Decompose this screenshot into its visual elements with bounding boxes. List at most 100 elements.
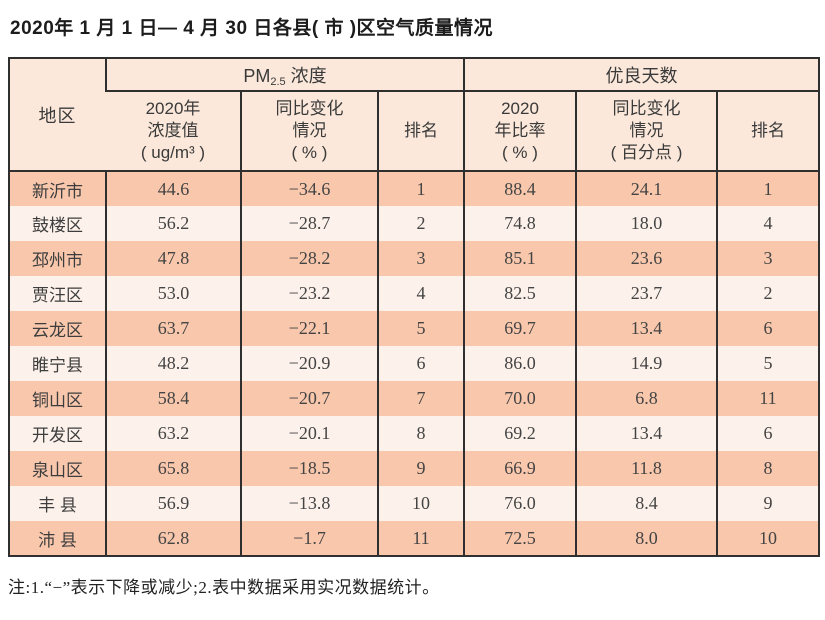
good-rate-cell: 66.9: [463, 451, 576, 486]
good-rank-cell: 8: [715, 451, 820, 486]
pm-value-cell: 56.9: [105, 486, 241, 521]
pm-value-column-header: 2020年 浓度值 ( ug/m³ ): [106, 91, 241, 172]
good-rank-cell: 10: [715, 521, 820, 556]
pm-change-cell: −20.7: [240, 381, 378, 416]
pm-change-cell: −20.1: [240, 416, 378, 451]
pm-value-cell: 56.2: [105, 206, 241, 241]
pm-rank-cell: 6: [377, 346, 464, 381]
good-rate-cell: 82.5: [463, 276, 576, 311]
good-change-cell: 23.6: [575, 241, 717, 276]
good-rank-cell: 3: [715, 241, 820, 276]
pm-change-cell: −28.7: [240, 206, 378, 241]
region-cell: 云龙区: [9, 311, 106, 346]
table-body: 新沂市 44.6 −34.6 1 88.4 24.1 1 鼓楼区 56.2 −2…: [9, 171, 820, 556]
pm-change-cell: −34.6: [240, 171, 378, 206]
good-rate-cell: 85.1: [463, 241, 576, 276]
pm-change-cell: −13.8: [240, 486, 378, 521]
region-cell: 泉山区: [9, 451, 106, 486]
pm-change-cell: −22.1: [240, 311, 378, 346]
good-change-cell: 13.4: [575, 311, 717, 346]
pm-rank-cell: 1: [377, 171, 464, 206]
good-change-cell: 11.8: [575, 451, 717, 486]
pm-rank-cell: 11: [377, 521, 464, 556]
pm-subscript: 2.5: [270, 75, 286, 88]
good-change-cell: 14.9: [575, 346, 717, 381]
good-rate-cell: 86.0: [463, 346, 576, 381]
region-cell: 新沂市: [9, 171, 106, 206]
pm-change-column-header: 同比变化 情况 ( % ): [240, 91, 378, 172]
table-row: 睢宁县 48.2 −20.9 6 86.0 14.9 5: [9, 346, 820, 381]
good-rate-cell: 72.5: [463, 521, 576, 556]
good-change-cell: 6.8: [575, 381, 717, 416]
good-rate-cell: 76.0: [463, 486, 576, 521]
region-cell: 沛 县: [9, 521, 106, 556]
good-change-cell: 24.1: [575, 171, 717, 206]
good-rate-cell: 69.2: [463, 416, 576, 451]
pm-label: PM: [243, 65, 271, 86]
good-rate-cell: 69.7: [463, 311, 576, 346]
table-row: 铜山区 58.4 −20.7 7 70.0 6.8 11: [9, 381, 820, 416]
good-rank-cell: 1: [715, 171, 820, 206]
region-cell: 铜山区: [9, 381, 106, 416]
pm-rank-cell: 10: [377, 486, 464, 521]
table-row: 贾汪区 53.0 −23.2 4 82.5 23.7 2: [9, 276, 820, 311]
region-cell: 鼓楼区: [9, 206, 106, 241]
region-cell: 开发区: [9, 416, 106, 451]
group-header-row: 地区 PM2.5 浓度 优良天数: [9, 58, 820, 172]
pm-rank-cell: 4: [377, 276, 464, 311]
table-row: 丰 县 56.9 −13.8 10 76.0 8.4 9: [9, 486, 820, 521]
good-days-group-header: 优良天数: [462, 58, 820, 92]
good-rank-cell: 2: [715, 276, 820, 311]
pm-value-cell: 62.8: [105, 521, 241, 556]
pm25-group-header: PM2.5 浓度: [105, 58, 464, 92]
good-rank-cell: 4: [715, 206, 820, 241]
pm-rank-cell: 2: [377, 206, 464, 241]
region-column-header: 地区: [9, 58, 106, 172]
table-row: 云龙区 63.7 −22.1 5 69.7 13.4 6: [9, 311, 820, 346]
region-cell: 丰 县: [9, 486, 106, 521]
good-rank-cell: 5: [715, 346, 820, 381]
good-rate-cell: 70.0: [463, 381, 576, 416]
good-rank-cell: 6: [715, 311, 820, 346]
good-change-cell: 18.0: [575, 206, 717, 241]
table-row: 开发区 63.2 −20.1 8 69.2 13.4 6: [9, 416, 820, 451]
good-change-cell: 8.0: [575, 521, 717, 556]
footnote: 注:1.“−”表示下降或减少;2.表中数据采用实况数据统计。: [8, 578, 440, 597]
pm-rank-cell: 8: [377, 416, 464, 451]
air-quality-table: 地区 PM2.5 浓度 优良天数 2020年 浓度值 ( ug/m³ ) 同比变…: [8, 57, 821, 557]
pm-rank-column-header: 排名: [377, 91, 464, 172]
table-row: 沛 县 62.8 −1.7 11 72.5 8.0 10: [9, 521, 820, 556]
table-row: 新沂市 44.6 −34.6 1 88.4 24.1 1: [9, 171, 820, 206]
region-cell: 睢宁县: [9, 346, 106, 381]
page-title: 2020年 1 月 1 日— 4 月 30 日各县( 市 )区空气质量情况: [10, 18, 494, 39]
pm-rank-cell: 3: [377, 241, 464, 276]
pm-change-cell: −1.7: [240, 521, 378, 556]
table-row: 邳州市 47.8 −28.2 3 85.1 23.6 3: [9, 241, 820, 276]
table-row: 鼓楼区 56.2 −28.7 2 74.8 18.0 4: [9, 206, 820, 241]
good-change-column-header: 同比变化 情况 ( 百分点 ): [575, 91, 717, 172]
pm-change-cell: −28.2: [240, 241, 378, 276]
pm-value-cell: 63.7: [105, 311, 241, 346]
pm-rank-cell: 9: [377, 451, 464, 486]
good-rank-cell: 6: [715, 416, 820, 451]
pm-change-cell: −18.5: [240, 451, 378, 486]
region-cell: 邳州市: [9, 241, 106, 276]
pm-value-cell: 65.8: [105, 451, 241, 486]
good-rate-cell: 74.8: [463, 206, 576, 241]
good-change-cell: 23.7: [575, 276, 717, 311]
pm-value-cell: 44.6: [105, 171, 241, 206]
pm-value-cell: 48.2: [105, 346, 241, 381]
good-rate-column-header: 2020 年比率 ( % ): [463, 91, 576, 172]
pm-value-cell: 53.0: [105, 276, 241, 311]
pm-value-cell: 47.8: [105, 241, 241, 276]
pm-rank-cell: 5: [377, 311, 464, 346]
pm-change-cell: −23.2: [240, 276, 378, 311]
good-rate-cell: 88.4: [463, 171, 576, 206]
good-change-cell: 8.4: [575, 486, 717, 521]
pm-change-cell: −20.9: [240, 346, 378, 381]
table-header: 地区 PM2.5 浓度 优良天数 2020年 浓度值 ( ug/m³ ) 同比变…: [9, 58, 820, 172]
pm-value-cell: 58.4: [105, 381, 241, 416]
region-cell: 贾汪区: [9, 276, 106, 311]
good-rank-column-header: 排名: [715, 91, 820, 172]
sub-header-row: 2020年 浓度值 ( ug/m³ ) 同比变化 情况 ( % ) 排名 202…: [9, 91, 820, 172]
